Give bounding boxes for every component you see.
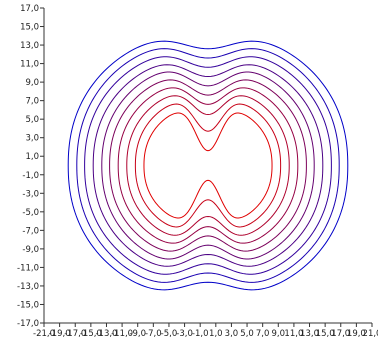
- x-tick-label: -7,0: [145, 329, 162, 339]
- x-tick-label: 19,0: [347, 329, 366, 339]
- y-tick-label: -5,0: [22, 208, 39, 218]
- y-tick-label: 1,0: [25, 152, 39, 162]
- y-tick-label: -3,0: [22, 189, 39, 199]
- x-tick-label: 9,0: [272, 329, 286, 339]
- y-tick-label: -13,0: [17, 282, 39, 292]
- x-tick-label: -5,0: [161, 329, 178, 339]
- y-tick-label: -9,0: [22, 245, 39, 255]
- y-tick-label: -15,0: [17, 300, 39, 310]
- x-tick-label: -17,0: [64, 329, 86, 339]
- y-tick-label: 9,0: [25, 78, 39, 88]
- contour-level-5: [109, 79, 307, 252]
- y-tick-label: 13,0: [20, 41, 39, 51]
- x-tick-label: -19,0: [49, 329, 71, 339]
- x-tick-label: 5,0: [240, 329, 254, 339]
- y-tick-label: 11,0: [20, 60, 39, 70]
- contour-level-8: [84, 56, 332, 275]
- y-tick-label: 5,0: [25, 115, 39, 125]
- contour-level-1: [143, 112, 273, 219]
- x-tick-label: 13,0: [300, 329, 319, 339]
- x-tick-label: 3,0: [225, 329, 239, 339]
- x-tick-label: -13,0: [95, 329, 117, 339]
- y-tick-label: -17,0: [17, 319, 39, 329]
- x-tick-label: 17,0: [331, 329, 350, 339]
- y-tick-label: -1,0: [22, 171, 39, 181]
- x-tick-label: -15,0: [80, 329, 102, 339]
- contour-level-4: [117, 87, 299, 244]
- y-tick-label: -7,0: [22, 226, 39, 236]
- y-tick-label: 7,0: [25, 97, 39, 107]
- x-ticks: -21,0-19,0-17,0-15,0-13,0-11,0-9,0 -7,0 -5…: [33, 323, 378, 339]
- y-ticks: -17,0 -15,0 -13,0 -11,0 -9,0 -7,0 -5,0 -3,0 -1,0…: [17, 4, 44, 329]
- x-tick-label: -1,0: [192, 329, 209, 339]
- x-tick-label: 21,0: [363, 329, 378, 339]
- y-tick-label: -11,0: [17, 263, 39, 273]
- x-tick-label: 11,0: [284, 329, 303, 339]
- y-tick-label: 15,0: [20, 23, 39, 33]
- x-tick-label: -21,0: [33, 329, 55, 339]
- contour-lines: [67, 40, 349, 291]
- contour-level-3: [126, 95, 290, 236]
- contour-level-2: [134, 103, 282, 228]
- contour-level-7: [92, 64, 324, 267]
- y-tick-label: 3,0: [25, 134, 39, 144]
- y-tick-label: 17,0: [20, 4, 39, 14]
- x-tick-label: -11,0: [111, 329, 133, 339]
- axes: -17,0-15,0-13,0-11,0-9,0-7,0-5,0-3,0-1,0…: [17, 4, 378, 339]
- contour-level-10: [67, 40, 349, 291]
- x-tick-label: -3,0: [176, 329, 193, 339]
- contour-level-6: [101, 71, 315, 260]
- x-tick-label: 1,0: [209, 329, 223, 339]
- x-tick-label: 15,0: [316, 329, 335, 339]
- contour-level-9: [76, 48, 340, 283]
- x-tick-label: 7,0: [256, 329, 270, 339]
- x-tick-label: -9,0: [129, 329, 146, 339]
